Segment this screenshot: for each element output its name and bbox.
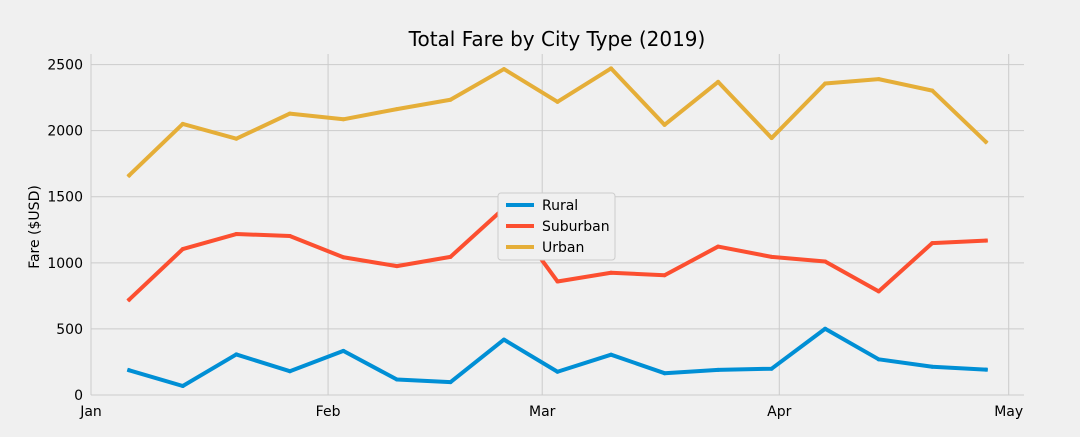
data-point-suburban xyxy=(448,254,453,259)
x-tick-label: Apr xyxy=(767,404,791,420)
y-tick-label: 0 xyxy=(74,388,83,404)
data-point-urban xyxy=(180,121,185,126)
data-point-rural xyxy=(983,367,988,372)
data-point-urban xyxy=(501,67,506,72)
series-line-rural xyxy=(126,326,988,389)
data-point-suburban xyxy=(555,279,560,284)
data-point-urban xyxy=(930,88,935,93)
data-point-rural xyxy=(501,337,506,342)
data-point-rural xyxy=(930,364,935,369)
data-point-suburban xyxy=(341,255,346,260)
data-point-suburban xyxy=(876,289,881,294)
chart-title: Total Fare by City Type (2019) xyxy=(408,27,706,51)
data-point-urban xyxy=(983,139,988,144)
data-point-rural xyxy=(287,369,292,374)
y-tick-label: 2000 xyxy=(47,124,83,140)
data-point-rural xyxy=(127,368,132,373)
data-point-rural xyxy=(394,377,399,382)
data-point-rural xyxy=(662,371,667,376)
series-line-urban xyxy=(126,66,989,179)
x-tick-label: Jan xyxy=(79,404,102,420)
axis-ticks: Jan Feb Mar Apr May 0 500 1000 1500 2000 2500 xyxy=(47,58,1023,420)
data-point-suburban xyxy=(234,232,239,237)
data-point-rural xyxy=(609,352,614,357)
legend: Rural Suburban Urban xyxy=(497,192,616,261)
data-point-rural xyxy=(876,357,881,362)
y-tick-label: 500 xyxy=(56,322,83,338)
data-point-suburban xyxy=(930,241,935,246)
y-tick-label: 1500 xyxy=(47,190,83,206)
data-point-urban xyxy=(823,81,828,86)
legend-label-suburban: Suburban xyxy=(542,219,610,235)
y-tick-label: 1000 xyxy=(47,256,83,272)
data-point-suburban xyxy=(983,238,988,243)
data-point-rural xyxy=(341,348,346,353)
legend-box xyxy=(497,192,616,261)
data-point-urban xyxy=(769,136,774,141)
data-point-urban xyxy=(394,107,399,112)
series-lines xyxy=(126,66,989,389)
y-axis-label: Fare ($USD) xyxy=(27,185,43,269)
data-point-urban xyxy=(234,136,239,141)
data-point-suburban xyxy=(180,247,185,252)
data-point-suburban xyxy=(287,233,292,238)
y-tick-label: 2500 xyxy=(47,58,83,74)
data-point-suburban xyxy=(609,270,614,275)
data-point-urban xyxy=(287,111,292,116)
data-point-urban xyxy=(341,117,346,122)
data-point-urban xyxy=(127,173,132,178)
data-point-rural xyxy=(769,366,774,371)
data-point-urban xyxy=(716,79,721,84)
data-point-rural xyxy=(716,367,721,372)
data-point-urban xyxy=(609,66,614,71)
data-point-urban xyxy=(555,99,560,104)
data-point-rural xyxy=(180,384,185,389)
data-point-rural xyxy=(448,380,453,385)
data-point-suburban xyxy=(662,273,667,278)
x-tick-label: Feb xyxy=(316,404,341,420)
data-point-rural xyxy=(555,369,560,374)
data-point-urban xyxy=(662,122,667,127)
data-point-suburban xyxy=(823,259,828,264)
x-tick-label: May xyxy=(994,404,1023,420)
data-point-suburban xyxy=(769,254,774,259)
legend-label-urban: Urban xyxy=(542,240,584,256)
legend-label-rural: Rural xyxy=(542,198,578,214)
data-point-suburban xyxy=(394,264,399,269)
data-point-suburban xyxy=(127,297,132,302)
data-point-suburban xyxy=(716,244,721,249)
data-point-urban xyxy=(876,77,881,82)
data-point-urban xyxy=(448,97,453,102)
data-point-rural xyxy=(234,352,239,357)
x-tick-label: Mar xyxy=(529,404,556,420)
data-point-rural xyxy=(823,326,828,331)
